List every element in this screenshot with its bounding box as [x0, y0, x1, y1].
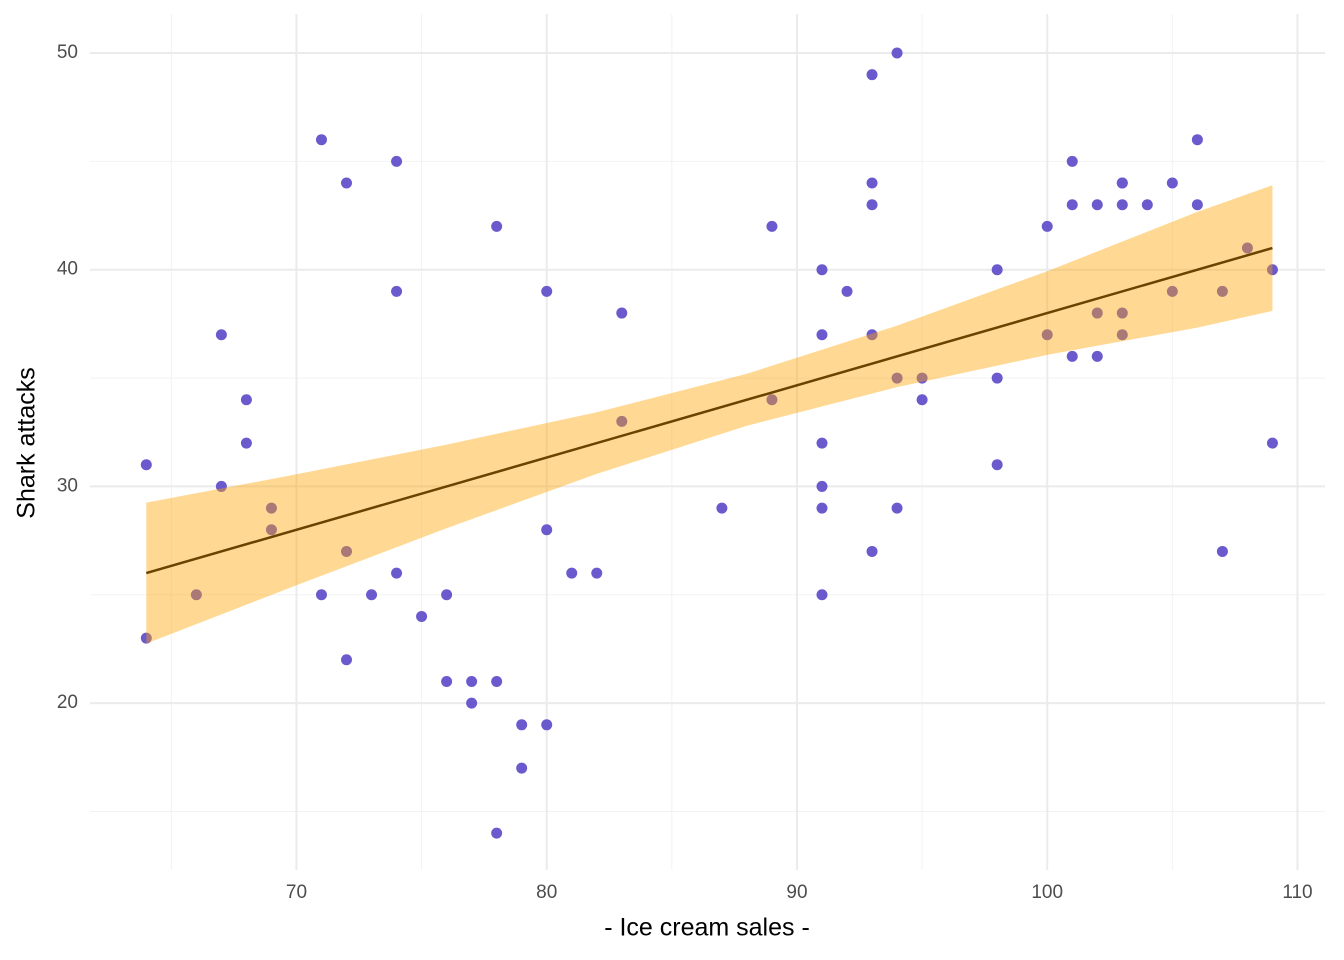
- point: [1066, 155, 1078, 167]
- point: [991, 264, 1003, 276]
- point: [766, 394, 778, 406]
- point: [816, 502, 828, 514]
- point: [866, 545, 878, 557]
- point: [491, 220, 503, 232]
- point: [516, 762, 528, 774]
- point: [816, 437, 828, 449]
- point: [1116, 177, 1128, 189]
- y-tick-label: 50: [57, 42, 78, 63]
- point: [1066, 199, 1078, 211]
- point: [416, 610, 428, 622]
- point: [1191, 134, 1203, 146]
- point: [491, 675, 503, 687]
- x-axis-label: - Ice cream sales -: [604, 914, 810, 942]
- point: [866, 177, 878, 189]
- point: [1091, 199, 1103, 211]
- point: [1116, 329, 1128, 341]
- point: [1091, 350, 1103, 362]
- point: [366, 589, 378, 601]
- point: [315, 589, 327, 601]
- point: [1041, 220, 1053, 232]
- point: [466, 675, 478, 687]
- x-tick-label: 70: [286, 882, 307, 903]
- point: [391, 567, 403, 579]
- point: [215, 329, 227, 341]
- point: [591, 567, 603, 579]
- point: [190, 589, 202, 601]
- point: [341, 177, 353, 189]
- point: [265, 502, 277, 514]
- point: [140, 459, 152, 471]
- point: [841, 285, 853, 297]
- point: [716, 502, 728, 514]
- point: [816, 264, 828, 276]
- point: [1166, 177, 1178, 189]
- point: [341, 654, 353, 666]
- point: [441, 675, 453, 687]
- point: [1141, 199, 1153, 211]
- point: [1091, 307, 1103, 319]
- point: [891, 47, 903, 59]
- fit-line: [145, 246, 1273, 575]
- x-tick-label: 80: [536, 882, 557, 903]
- point: [566, 567, 578, 579]
- point: [816, 589, 828, 601]
- point: [516, 719, 528, 731]
- point: [991, 459, 1003, 471]
- point: [215, 480, 227, 492]
- point: [616, 415, 628, 427]
- point: [541, 524, 553, 536]
- y-tick-label: 20: [57, 692, 78, 713]
- point: [1266, 437, 1278, 449]
- point: [541, 285, 553, 297]
- point: [891, 502, 903, 514]
- point: [991, 372, 1003, 384]
- point: [616, 307, 628, 319]
- point: [140, 632, 152, 644]
- point: [1041, 329, 1053, 341]
- point: [441, 589, 453, 601]
- point: [866, 69, 878, 81]
- confidence-band: [146, 185, 1273, 644]
- point: [1216, 545, 1228, 557]
- point: [466, 697, 478, 709]
- point: [816, 329, 828, 341]
- point: [1116, 307, 1128, 319]
- point: [341, 545, 353, 557]
- point: [391, 285, 403, 297]
- point: [1166, 285, 1178, 297]
- y-tick-label: 30: [57, 475, 78, 496]
- point: [916, 372, 928, 384]
- point: [491, 827, 503, 839]
- x-tick-label: 90: [786, 882, 807, 903]
- point: [240, 437, 252, 449]
- point: [315, 134, 327, 146]
- point: [541, 719, 553, 731]
- point: [866, 329, 878, 341]
- point: [866, 199, 878, 211]
- x-tick-label: 110: [1282, 882, 1312, 903]
- point: [240, 394, 252, 406]
- point: [1116, 199, 1128, 211]
- point: [916, 394, 928, 406]
- point: [265, 524, 277, 536]
- point: [1191, 199, 1203, 211]
- point: [1066, 350, 1078, 362]
- y-tick-label: 40: [57, 259, 78, 280]
- point: [391, 155, 403, 167]
- point: [1216, 285, 1228, 297]
- x-tick-label: 100: [1031, 882, 1063, 903]
- point: [1266, 264, 1278, 276]
- point: [891, 372, 903, 384]
- point: [1241, 242, 1253, 254]
- point: [816, 480, 828, 492]
- point: [766, 220, 778, 232]
- y-axis-label: Shark attacks: [13, 367, 41, 518]
